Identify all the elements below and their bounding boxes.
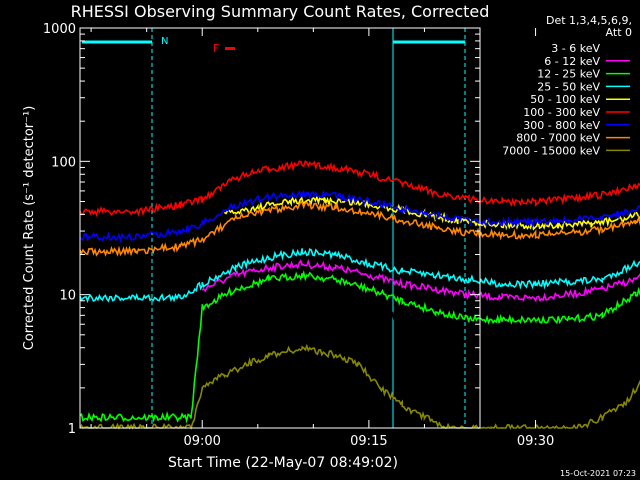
- series-line-8: [79, 343, 640, 431]
- y-tick-label-1: 10: [59, 289, 76, 304]
- x-axis-label: Start Time (22-May-07 08:49:02): [168, 455, 398, 471]
- plot-frame: [79, 27, 481, 429]
- x-tick-label-2: 09:30: [517, 434, 554, 449]
- flare-flag: F: [213, 42, 235, 55]
- chart-title: RHESSI Observing Summary Count Rates, Co…: [71, 2, 490, 21]
- legend-label-6: 300 - 800 keV: [523, 119, 600, 132]
- series-line-5: [79, 160, 640, 218]
- legend-header-0: Det 1,3,4,5,6,9,: [546, 14, 632, 27]
- y-tick-label-0: 1: [68, 422, 76, 437]
- legend-label-3: 25 - 50 keV: [537, 80, 600, 93]
- series-line-6: [79, 189, 640, 244]
- legend-label-8: 7000 - 15000 keV: [502, 144, 600, 157]
- flare-flag-label: F: [213, 42, 219, 55]
- y-axis: 1 10 100 1000: [43, 22, 480, 437]
- legend-label-7: 800 - 7000 keV: [516, 132, 600, 145]
- x-tick-label-0: 09:00: [183, 434, 220, 449]
- legend-label-2: 12 - 25 keV: [537, 68, 600, 81]
- legend-label-4: 50 - 100 keV: [530, 93, 600, 106]
- series-layer: [79, 160, 640, 431]
- legend-label-5: 100 - 300 keV: [523, 106, 600, 119]
- series-line-2: [79, 270, 640, 424]
- flare-flag-bar: [225, 47, 235, 50]
- plot-border: [79, 27, 481, 429]
- series-line-0: [201, 281, 640, 371]
- night-flag-label: N: [161, 36, 168, 47]
- legend-header-1: Att 0: [606, 26, 632, 39]
- x-tick-label-1: 09:15: [350, 434, 387, 449]
- y-axis-label: Corrected Count Rate (s⁻¹ detector⁻¹): [22, 106, 37, 351]
- series-line-1: [201, 258, 640, 303]
- series-line-4: [223, 194, 640, 231]
- timestamp: 15-Oct-2021 07:23: [560, 469, 636, 478]
- legend-label-0: 3 - 6 keV: [551, 42, 600, 55]
- series-line-3: [79, 248, 640, 304]
- y-tick-label-3: 1000: [43, 22, 76, 37]
- night-band: [82, 28, 466, 428]
- y-tick-label-2: 100: [51, 155, 76, 170]
- series-line-7: [79, 201, 640, 257]
- legend-label-1: 6 - 12 keV: [544, 55, 600, 68]
